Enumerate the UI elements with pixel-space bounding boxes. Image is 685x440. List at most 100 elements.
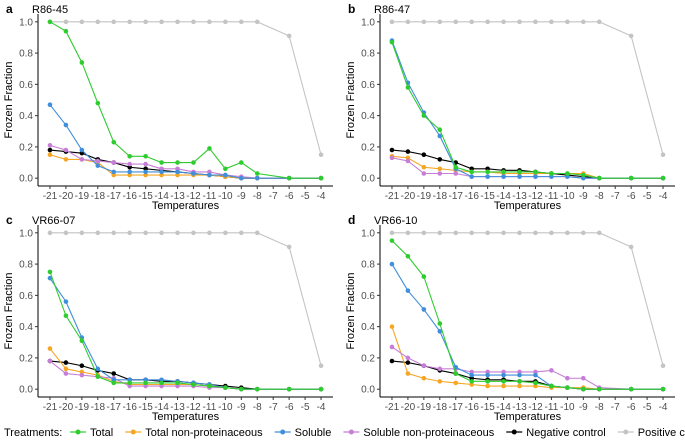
x-tick-label: -11 bbox=[545, 191, 559, 202]
data-point bbox=[453, 380, 459, 386]
y-tick-label: 0.8 bbox=[361, 49, 375, 60]
data-point bbox=[175, 160, 180, 165]
x-tick-label: -13 bbox=[170, 402, 185, 413]
data-point bbox=[485, 379, 490, 384]
panel-b: b R86-47 0.0 0.2 0.4 0.6 0.8 1.0 -21 -20 -19 -18 -17… bbox=[345, 2, 675, 212]
x-tick-label: -14 bbox=[154, 191, 169, 202]
x-tick-label: -8 bbox=[595, 402, 604, 413]
data-point bbox=[47, 230, 53, 236]
series-line bbox=[49, 360, 322, 390]
x-tick-label: -9 bbox=[579, 191, 588, 202]
x-tick-label: -21 bbox=[385, 191, 400, 202]
data-point bbox=[660, 175, 666, 181]
legend-key-point bbox=[623, 429, 629, 435]
y-axis-title: Frozen Fraction bbox=[3, 61, 15, 138]
data-point bbox=[533, 19, 538, 25]
y-tick-label: 0.6 bbox=[19, 291, 33, 302]
data-point bbox=[565, 230, 570, 236]
x-tick-label: -9 bbox=[237, 402, 246, 413]
panel-letter: b bbox=[348, 2, 355, 16]
y-tick-label: 0.0 bbox=[361, 174, 375, 185]
data-point bbox=[533, 372, 538, 378]
data-point bbox=[175, 19, 180, 25]
data-point bbox=[111, 19, 117, 25]
data-point bbox=[389, 238, 395, 243]
data-point bbox=[223, 385, 228, 390]
x-tick-label: -18 bbox=[91, 191, 106, 202]
data-point bbox=[111, 139, 117, 145]
data-point bbox=[389, 358, 395, 364]
y-axis-title: Frozen Fraction bbox=[345, 61, 357, 138]
x-tick-label: -19 bbox=[417, 191, 432, 202]
data-point bbox=[581, 172, 586, 178]
data-point bbox=[485, 372, 490, 378]
data-point bbox=[239, 175, 244, 181]
x-tick-label: -16 bbox=[122, 191, 137, 202]
data-point bbox=[596, 386, 602, 392]
data-point bbox=[127, 230, 132, 236]
x-tick-label: -6 bbox=[285, 191, 294, 202]
x-tick-label: -16 bbox=[464, 402, 479, 413]
data-point bbox=[421, 19, 427, 25]
data-point bbox=[596, 19, 602, 25]
panel-letter: a bbox=[6, 2, 13, 16]
data-point bbox=[223, 19, 228, 25]
data-point bbox=[628, 244, 634, 250]
data-point bbox=[581, 386, 586, 392]
data-point bbox=[628, 386, 634, 392]
panel-title: R86-47 bbox=[374, 4, 410, 16]
data-point bbox=[191, 171, 196, 176]
x-tick-label: -19 bbox=[75, 402, 90, 413]
data-point bbox=[453, 230, 459, 236]
x-tick-label: -19 bbox=[417, 402, 432, 413]
x-tick-label: -20 bbox=[401, 402, 416, 413]
x-tick-label: -14 bbox=[496, 402, 511, 413]
panel-c: c VR66-070.00.20.40.60.81.0-21 -20 -19 -18 -1… bbox=[3, 213, 333, 423]
x-tick-label: -8 bbox=[253, 191, 262, 202]
y-tick-label: 0.2 bbox=[19, 142, 33, 153]
data-point bbox=[63, 299, 69, 304]
x-tick-label: -6 bbox=[627, 191, 636, 202]
x-tick-label: -4 bbox=[659, 402, 668, 413]
x-tick-label: -5 bbox=[301, 402, 310, 413]
data-point bbox=[63, 230, 69, 236]
x-tick-label: -15 bbox=[138, 191, 153, 202]
data-point bbox=[254, 19, 260, 25]
data-point bbox=[437, 366, 443, 372]
x-tick-label: -20 bbox=[59, 191, 74, 202]
data-point bbox=[565, 19, 570, 25]
series-line bbox=[391, 263, 664, 390]
legend-key-point bbox=[348, 429, 354, 435]
x-tick-label: -11 bbox=[203, 191, 217, 202]
data-point bbox=[143, 380, 148, 386]
data-point bbox=[437, 329, 443, 334]
data-point bbox=[501, 379, 506, 384]
legend-key-point bbox=[130, 429, 136, 435]
y-tick-label: 0.4 bbox=[361, 111, 375, 122]
x-tick-label: -12 bbox=[528, 191, 543, 202]
x-tick-label: -4 bbox=[659, 191, 668, 202]
data-point bbox=[549, 383, 554, 389]
data-point bbox=[127, 153, 132, 159]
data-point bbox=[63, 366, 69, 372]
x-axis-title: Temperatures bbox=[152, 411, 220, 423]
series-line bbox=[49, 277, 322, 390]
data-point bbox=[501, 230, 506, 236]
data-point bbox=[549, 171, 554, 176]
data-point bbox=[485, 19, 490, 25]
x-tick-label: -17 bbox=[107, 191, 122, 202]
data-point bbox=[79, 157, 85, 162]
data-point bbox=[175, 380, 180, 386]
data-point bbox=[111, 371, 117, 376]
data-point bbox=[437, 230, 443, 236]
data-point bbox=[533, 169, 538, 175]
data-point bbox=[517, 383, 522, 389]
data-point bbox=[628, 33, 634, 39]
legend-title: Treatments: bbox=[4, 427, 62, 439]
series-line bbox=[391, 41, 664, 179]
x-axis-title: Temperatures bbox=[494, 200, 562, 212]
data-point bbox=[469, 19, 474, 25]
y-tick-label: 1.0 bbox=[361, 17, 375, 28]
data-point bbox=[79, 363, 85, 369]
data-point bbox=[405, 355, 411, 361]
